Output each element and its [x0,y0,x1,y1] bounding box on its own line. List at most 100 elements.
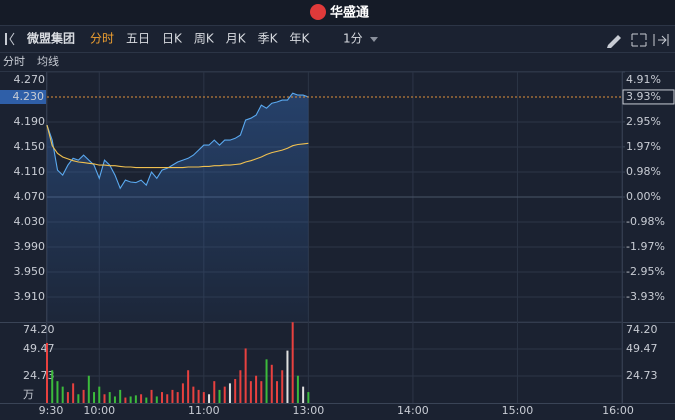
collapse-icon[interactable] [5,33,7,45]
volume-bar [93,392,96,403]
last-change-box [622,89,675,105]
y-tick-label: 49.47 [23,342,55,355]
fullscreen-icon[interactable] [631,33,647,47]
volume-bar [134,395,137,403]
x-tick-label: 14:00 [397,404,429,417]
volume-bar [145,397,148,403]
y2-tick-label: -2.95% [626,265,665,278]
tab[interactable]: 分时 [90,32,114,46]
logo-icon [310,4,326,20]
volume-bar [281,370,284,403]
header-bar [0,0,675,25]
volume-bar [56,381,59,403]
volume-bar [265,359,268,403]
y-tick-label: 4.110 [14,165,46,178]
y2-tick-label: 24.73 [626,369,658,382]
volume-bar [197,389,200,403]
interval-select[interactable]: 1分 [343,32,363,46]
tab[interactable]: 五日 [126,32,150,46]
collapse-icon[interactable] [9,32,15,46]
volume-bar [202,392,205,403]
y-tick-label: 3.910 [14,290,46,303]
y-tick-label: 4.190 [14,115,46,128]
y2-tick-label: 1.97% [626,140,661,153]
volume-bar [208,394,211,403]
volume-bar [140,394,143,403]
expand-icon[interactable] [653,34,669,46]
volume-bar [124,397,127,403]
volume-bar [176,392,179,403]
y2-tick-label: 0.00% [626,190,661,203]
volume-bar [286,350,289,403]
y2-tick-label: -0.98% [626,215,665,228]
volume-bar [82,389,85,403]
volume-bar [181,383,184,403]
volume-bar [87,375,90,403]
tab[interactable]: 周K [194,32,215,46]
volume-bar [171,389,174,403]
x-tick-label: 13:00 [293,404,325,417]
volume-bar [291,322,294,403]
volume-bar [77,394,80,403]
volume-bar [66,392,69,403]
volume-bar [155,396,158,403]
dropdown-arrow[interactable] [370,37,378,42]
tab[interactable]: 年K [290,32,311,46]
volume-bar [72,383,75,403]
volume-bar [166,394,169,403]
y-tick-label: 3.990 [14,240,46,253]
volume-bar [307,392,310,403]
y-tick-label: 4.070 [14,190,46,203]
volume-bar [302,386,305,403]
x-tick-label: 10:00 [83,404,115,417]
volume-bar [276,381,278,403]
volume-bar [113,396,116,403]
volume-bar [249,381,252,403]
volume-bar [61,386,64,403]
y2-tick-label: 74.20 [626,323,658,336]
y2-tick-label: 49.47 [626,342,658,355]
volume-bar [51,370,54,403]
volume-bar [296,375,299,403]
app-title: 华盛通 [330,5,369,21]
volume-bar [213,381,216,403]
volume-bar [228,383,231,403]
volume-bar [150,389,153,403]
y-tick-label: 3.950 [14,265,46,278]
y-tick-label: 4.150 [14,140,46,153]
tab[interactable]: 日K [162,32,183,46]
volume-bar [98,386,101,403]
last-price-label: 4.230 [13,90,45,103]
last-price-box [0,90,46,104]
volume-bar [129,396,132,403]
volume-bar [46,342,48,403]
draw-icon[interactable] [607,35,621,48]
tab[interactable]: 月K [226,32,247,46]
average-line [46,124,309,169]
y2-tick-label: -1.97% [626,240,665,253]
stock-name: 微盟集团 [26,31,75,46]
volume-bar [239,370,242,403]
y-tick-label: 4.270 [14,73,46,86]
x-tick-label: 16:00 [602,404,634,417]
y2-tick-label: 2.95% [626,115,661,128]
volume-bar [270,364,273,403]
y-tick-label: 24.73 [23,369,55,382]
volume-bar [192,386,195,403]
y2-tick-label: -3.93% [626,290,665,303]
volume-bar [187,370,190,403]
volume-bar [234,378,237,403]
legend-entry: 均线 [37,54,59,68]
x-tick-label: 11:00 [188,404,220,417]
volume-bar [103,394,106,403]
volume-bar [223,386,226,403]
volume-bar [255,375,258,403]
x-tick-label: 15:00 [502,404,534,417]
last-change-label: 3.93% [626,90,661,103]
tab[interactable]: 季K [258,32,279,46]
volume-bar [108,392,111,403]
y-tick-label: 74.20 [23,323,55,336]
x-tick-label: 9:30 [39,404,64,417]
volume-bar [218,389,221,403]
